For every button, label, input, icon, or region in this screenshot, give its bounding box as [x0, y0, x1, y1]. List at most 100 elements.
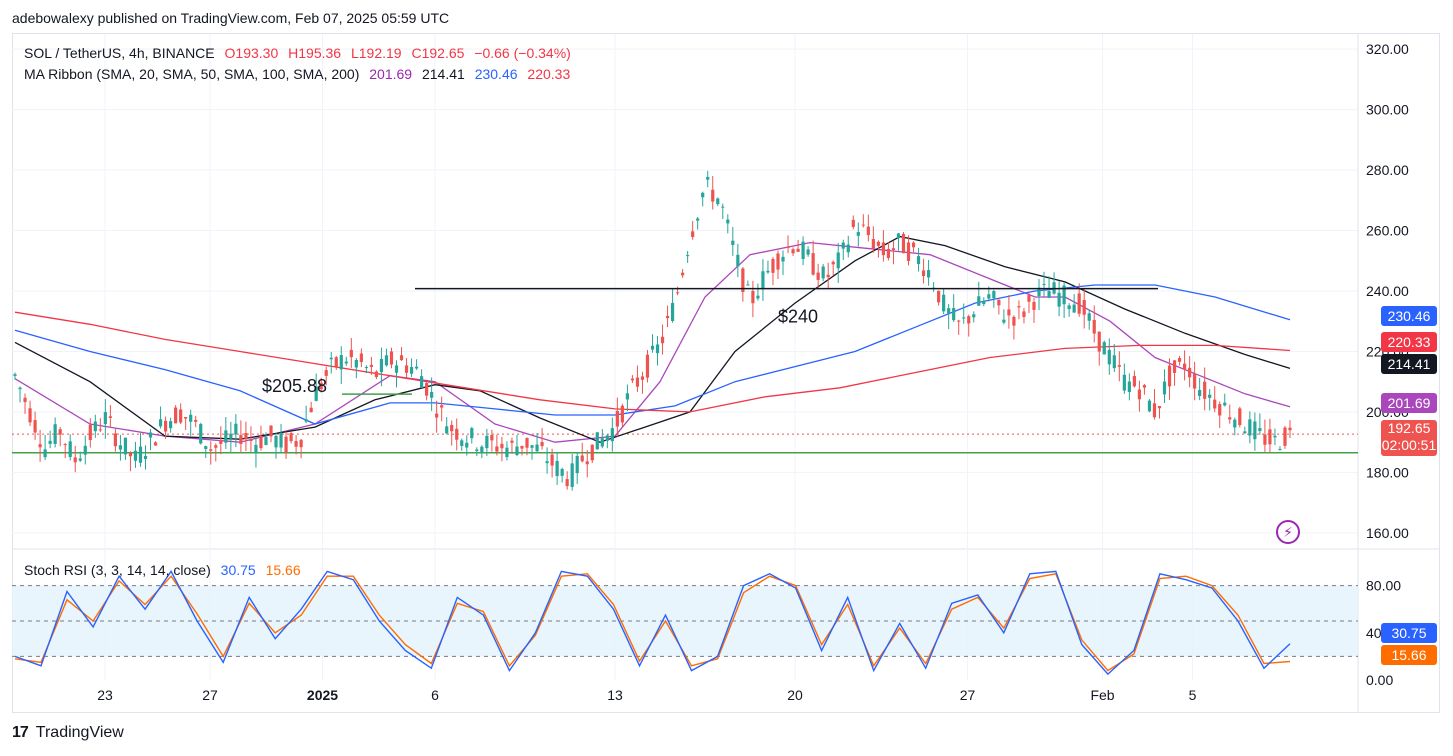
- candle-body: [234, 423, 238, 435]
- candle-body: [224, 430, 228, 443]
- candle-body: [645, 354, 650, 378]
- candle: [896, 232, 901, 251]
- rsi-tick-label: 0.00: [1366, 672, 1393, 688]
- candle: [1092, 305, 1096, 343]
- candle-body: [204, 446, 208, 449]
- candle-body: [344, 361, 348, 364]
- candle-body: [394, 365, 399, 373]
- candle: [610, 417, 614, 452]
- candle: [1162, 369, 1167, 403]
- candle: [741, 267, 745, 302]
- candle: [419, 369, 424, 388]
- candle: [575, 452, 579, 485]
- candle-body: [163, 420, 168, 432]
- candle: [625, 384, 630, 412]
- candle-body: [1208, 394, 1212, 398]
- candle-body: [746, 284, 750, 286]
- candle-body: [515, 446, 519, 456]
- candle-body: [18, 387, 22, 390]
- candle: [655, 336, 660, 366]
- candle-body: [1278, 448, 1282, 450]
- candle-body: [219, 439, 223, 444]
- time-tick-label: 27: [960, 687, 976, 703]
- candle: [721, 203, 725, 219]
- candle-body: [179, 409, 183, 423]
- candle: [319, 377, 323, 393]
- candle: [801, 236, 805, 266]
- candle-body: [1017, 306, 1021, 308]
- candle-body: [1072, 304, 1076, 313]
- legend-ma: MA Ribbon (SMA, 20, SMA, 50, SMA, 100, S…: [24, 66, 576, 82]
- candle-body: [1092, 319, 1096, 334]
- candle: [284, 431, 288, 459]
- candle: [249, 426, 253, 452]
- candle: [771, 256, 775, 286]
- candle-body: [901, 233, 906, 254]
- candle: [555, 452, 559, 485]
- chart-frame[interactable]: [12, 33, 1440, 713]
- candle: [33, 411, 37, 440]
- candle-body: [816, 272, 820, 280]
- candle-body: [987, 294, 991, 299]
- candle: [404, 358, 409, 378]
- candle: [696, 217, 700, 230]
- candle-body: [1147, 400, 1152, 412]
- candle-body: [530, 445, 534, 448]
- candle: [560, 467, 564, 483]
- candle: [229, 421, 233, 453]
- candle-body: [58, 429, 62, 435]
- candle: [540, 427, 544, 450]
- lightning-icon[interactable]: ⚡: [1276, 520, 1300, 544]
- candle-body: [1102, 342, 1106, 355]
- candle: [600, 429, 604, 449]
- candle: [640, 371, 645, 394]
- time-tick-label: Feb: [1090, 687, 1114, 703]
- candle: [113, 428, 117, 452]
- candle-body: [846, 244, 850, 253]
- candle-body: [309, 407, 313, 413]
- candle: [1102, 340, 1106, 355]
- candle-body: [1177, 358, 1182, 362]
- candle: [153, 441, 158, 446]
- candle-body: [1042, 283, 1046, 285]
- candle: [821, 263, 825, 282]
- candle: [1248, 411, 1252, 444]
- time-tick-label: 2025: [307, 687, 338, 703]
- candle-body: [1047, 291, 1051, 298]
- candle: [706, 170, 710, 188]
- candle-body: [962, 317, 966, 319]
- candle: [304, 405, 308, 424]
- candle-body: [655, 344, 660, 354]
- candle: [1112, 343, 1116, 373]
- candle-body: [445, 426, 449, 434]
- candle-body: [620, 405, 624, 423]
- ma-ribbon-label: MA Ribbon (SMA, 20, SMA, 50, SMA, 100, S…: [24, 66, 360, 82]
- ma20-badge: 201.69: [1381, 393, 1437, 413]
- candle: [58, 426, 62, 447]
- candle-body: [766, 270, 770, 273]
- candle-body: [43, 449, 47, 458]
- candle-body: [841, 242, 845, 249]
- candle-body: [359, 353, 363, 363]
- price-tick-label: 240.00: [1366, 283, 1409, 299]
- candle-body: [801, 241, 805, 260]
- candle-body: [1012, 316, 1016, 326]
- candle: [184, 416, 188, 431]
- candle: [194, 415, 198, 428]
- candle-body: [826, 274, 830, 278]
- candle-body: [906, 242, 911, 261]
- candle: [942, 288, 946, 315]
- candle: [294, 435, 298, 455]
- time-tick-label: 27: [202, 687, 218, 703]
- candle-body: [1077, 293, 1081, 314]
- candle-body: [279, 432, 283, 448]
- candle: [791, 247, 795, 257]
- candle-body: [169, 421, 173, 429]
- candle: [1228, 404, 1232, 424]
- candle: [786, 235, 790, 254]
- rsi-d-badge: 15.66: [1381, 645, 1437, 665]
- candle: [1097, 331, 1101, 366]
- candle: [339, 346, 343, 384]
- candle-body: [1162, 381, 1167, 395]
